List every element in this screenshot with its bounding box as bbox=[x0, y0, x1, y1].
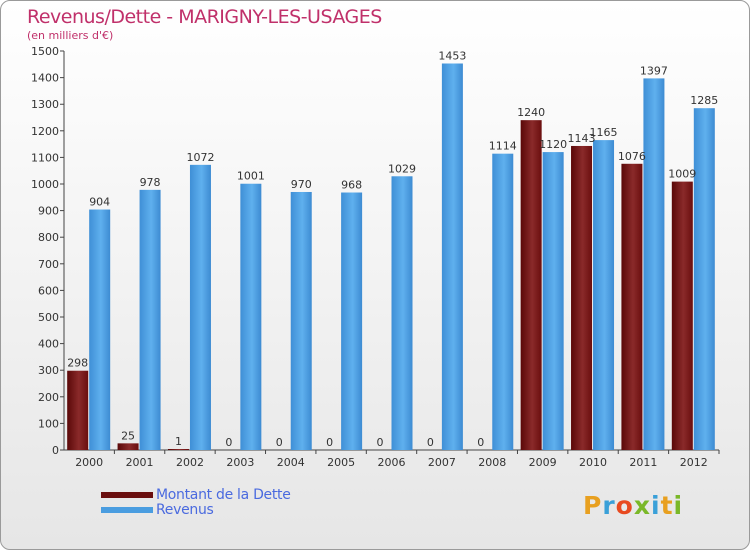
y-tick-label: 1500 bbox=[31, 45, 59, 58]
chart-data-labels: 298 25 1 0 0 0 0 0 0 1240 1143 1076 1009 904 978 1072 10… bbox=[67, 50, 718, 449]
bar-dette-2001 bbox=[117, 443, 139, 450]
bar-revenus-2005 bbox=[341, 192, 363, 450]
chart-bars bbox=[67, 63, 715, 451]
bar-revenus-2007 bbox=[441, 63, 463, 450]
data-label-revenus: 1453 bbox=[438, 50, 466, 63]
bar-revenus-2004 bbox=[290, 191, 312, 451]
x-tick-label: 2003 bbox=[226, 456, 254, 469]
data-label-dette: 1143 bbox=[568, 132, 596, 145]
y-tick-label: 1400 bbox=[31, 72, 59, 85]
bar-revenus-2006 bbox=[391, 176, 413, 450]
logo-letter: o bbox=[615, 491, 634, 520]
logo-letter: t bbox=[660, 491, 674, 520]
x-tick-label: 2001 bbox=[126, 456, 154, 469]
data-label-revenus: 1001 bbox=[237, 170, 265, 183]
y-tick-label: 0 bbox=[52, 444, 59, 457]
bar-dette-2002 bbox=[167, 449, 189, 450]
bar-dette-2012 bbox=[671, 181, 693, 450]
data-label-dette: 1 bbox=[175, 435, 182, 448]
data-label-revenus: 1114 bbox=[489, 140, 517, 153]
bar-revenus-2010 bbox=[593, 140, 615, 451]
legend-label-revenus: Revenus bbox=[156, 502, 214, 518]
x-tick-label: 2007 bbox=[428, 456, 456, 469]
data-label-dette: 1009 bbox=[668, 168, 696, 181]
data-label-revenus: 1029 bbox=[388, 162, 416, 175]
data-label-dette: 1076 bbox=[618, 150, 646, 163]
data-label-revenus: 1285 bbox=[690, 94, 718, 107]
legend-label-dette: Montant de la Dette bbox=[156, 487, 291, 503]
proxiti-logo: Proxiti bbox=[583, 491, 683, 520]
data-label-dette: 0 bbox=[276, 436, 283, 449]
y-tick-label: 200 bbox=[38, 391, 59, 404]
bar-revenus-2000 bbox=[89, 209, 111, 450]
data-label-dette: 1240 bbox=[517, 106, 545, 119]
x-tick-label: 2002 bbox=[176, 456, 204, 469]
data-label-revenus: 904 bbox=[89, 196, 110, 209]
legend-swatch-revenus bbox=[101, 507, 153, 513]
legend-swatch-dette bbox=[101, 492, 153, 498]
x-tick-label: 2009 bbox=[529, 456, 557, 469]
x-tick-label: 2011 bbox=[629, 456, 657, 469]
bar-revenus-2009 bbox=[542, 152, 564, 450]
logo-letter: i bbox=[651, 491, 661, 520]
y-tick-label: 1000 bbox=[31, 178, 59, 191]
y-tick-label: 300 bbox=[38, 364, 59, 377]
logo-letter: P bbox=[583, 491, 603, 520]
data-label-dette: 0 bbox=[326, 436, 333, 449]
bar-dette-2000 bbox=[67, 370, 89, 450]
data-label-revenus: 1165 bbox=[590, 126, 618, 139]
y-tick-label: 900 bbox=[38, 205, 59, 218]
chart-subtitle: (en milliers d'€) bbox=[27, 29, 114, 42]
data-label-dette: 25 bbox=[121, 429, 135, 442]
bar-revenus-2011 bbox=[643, 78, 665, 450]
logo-letter: x bbox=[633, 491, 651, 520]
data-label-revenus: 1072 bbox=[186, 151, 214, 164]
data-label-dette: 0 bbox=[225, 436, 232, 449]
bar-revenus-2012 bbox=[693, 108, 715, 450]
x-tick-label: 2012 bbox=[680, 456, 708, 469]
bar-revenus-2003 bbox=[240, 183, 262, 450]
bar-dette-2010 bbox=[571, 145, 593, 450]
x-tick-label: 2004 bbox=[277, 456, 305, 469]
y-tick-label: 800 bbox=[38, 231, 59, 244]
chart-title: Revenus/Dette - MARIGNY-LES-USAGES bbox=[27, 6, 382, 28]
x-tick-label: 2006 bbox=[378, 456, 406, 469]
bar-revenus-2001 bbox=[139, 189, 161, 451]
data-label-dette: 298 bbox=[67, 357, 88, 370]
data-label-revenus: 970 bbox=[291, 178, 312, 191]
bar-revenus-2008 bbox=[492, 153, 514, 450]
y-tick-label: 1300 bbox=[31, 98, 59, 111]
data-label-revenus: 1397 bbox=[640, 64, 668, 77]
y-tick-label: 1200 bbox=[31, 125, 59, 138]
logo-letter: i bbox=[673, 491, 684, 520]
data-label-dette: 0 bbox=[427, 436, 434, 449]
x-tick-label: 2008 bbox=[478, 456, 506, 469]
y-tick-label: 400 bbox=[38, 338, 59, 351]
y-tick-label: 600 bbox=[38, 284, 59, 297]
bar-revenus-2002 bbox=[189, 164, 211, 450]
logo-letter: r bbox=[602, 491, 616, 520]
chart-axes: 0100200300400500600700800900100011001200… bbox=[31, 45, 720, 469]
data-label-dette: 0 bbox=[377, 436, 384, 449]
data-label-revenus: 1120 bbox=[539, 138, 567, 151]
bar-dette-2009 bbox=[520, 120, 542, 450]
bar-dette-2011 bbox=[621, 163, 643, 450]
y-tick-label: 1100 bbox=[31, 151, 59, 164]
x-tick-label: 2005 bbox=[327, 456, 355, 469]
data-label-dette: 0 bbox=[477, 436, 484, 449]
x-tick-label: 2000 bbox=[75, 456, 103, 469]
y-tick-label: 700 bbox=[38, 258, 59, 271]
data-label-revenus: 968 bbox=[341, 179, 362, 192]
y-tick-label: 100 bbox=[38, 417, 59, 430]
data-label-revenus: 978 bbox=[140, 176, 161, 189]
x-tick-label: 2010 bbox=[579, 456, 607, 469]
y-tick-label: 500 bbox=[38, 311, 59, 324]
